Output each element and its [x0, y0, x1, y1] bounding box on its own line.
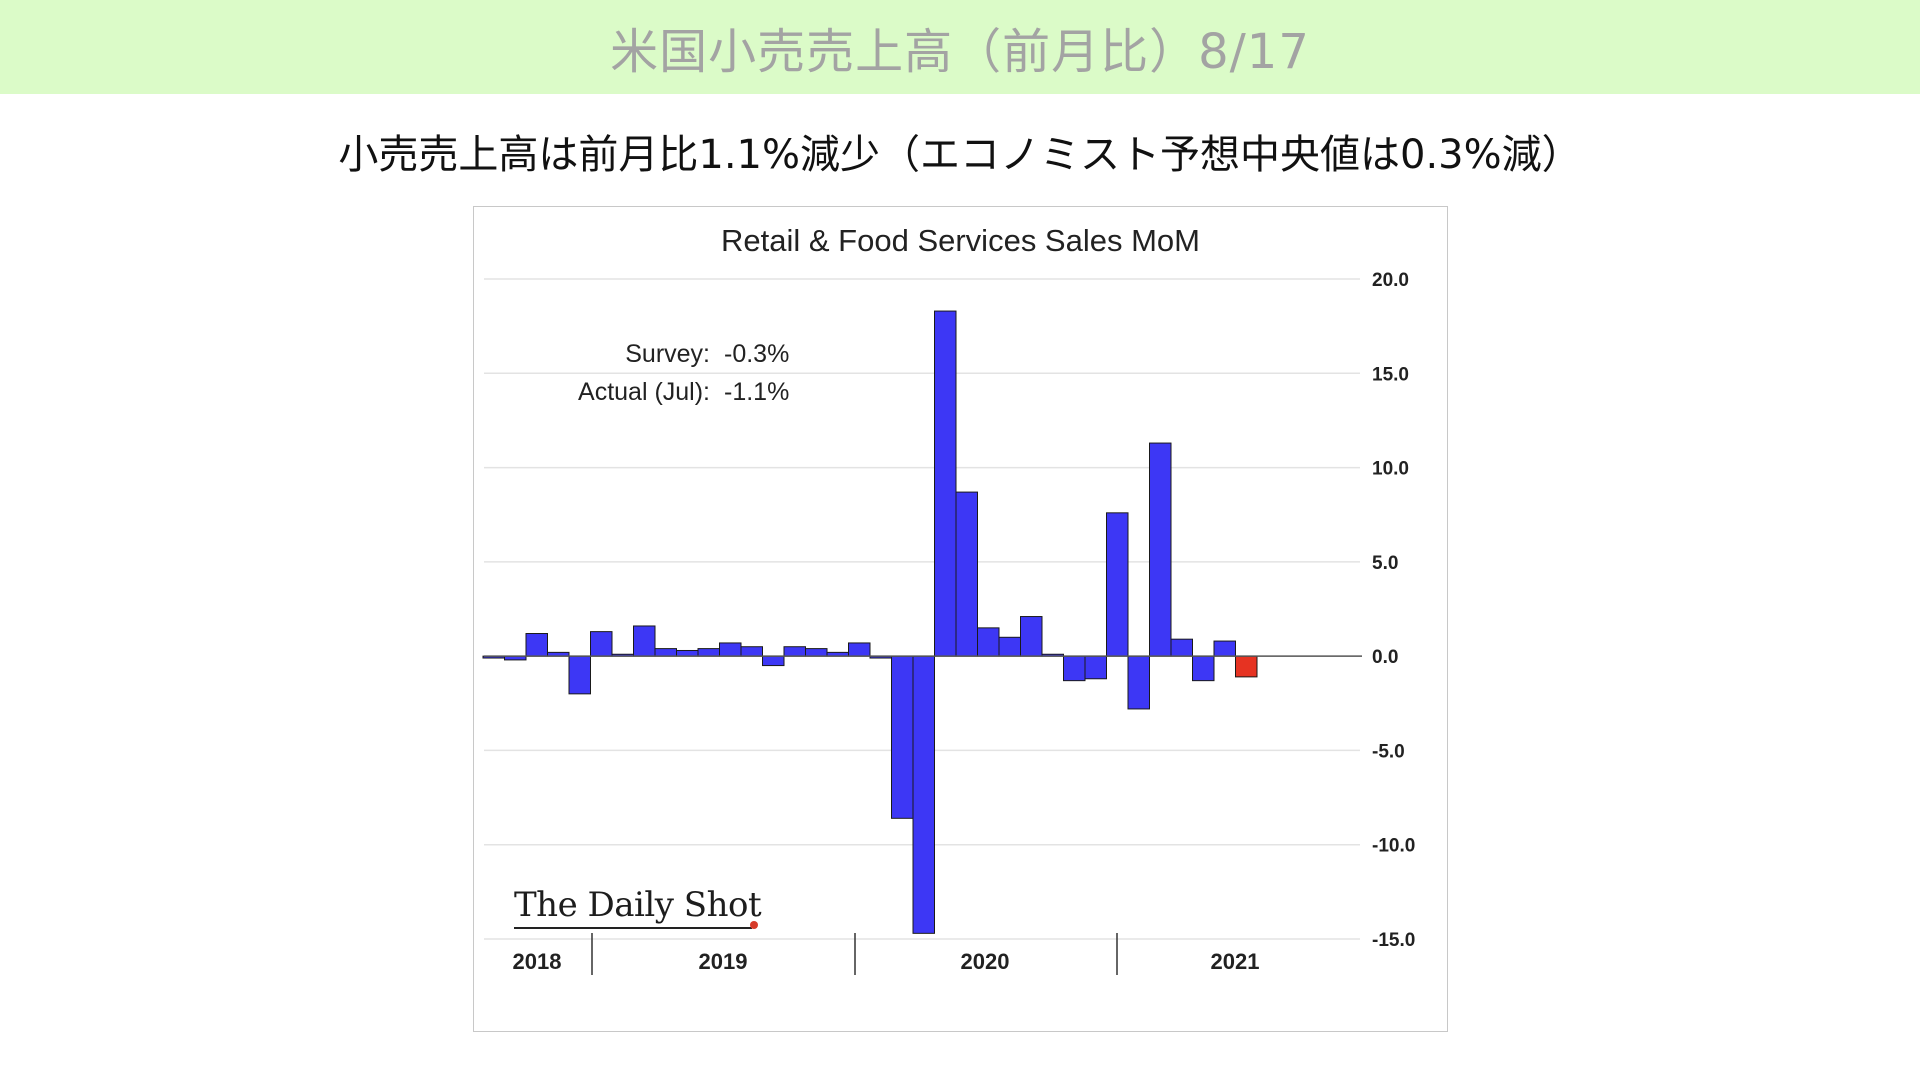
- bar: [1170, 638, 1193, 657]
- bar-chart: 20.0 15.0 10.0 5.0 0.0 -5.0 -10.0 -15.0 2018 2019…: [482, 270, 1415, 975]
- actual-value: -1.1%: [724, 378, 790, 406]
- bar: [1192, 655, 1215, 682]
- survey-annotation: Survey: -0.3% Actual (Jul): -1.1%: [514, 335, 789, 411]
- bar: [719, 642, 742, 657]
- bar: [740, 646, 763, 657]
- y-tick-label: 5.0: [1372, 553, 1398, 574]
- year-label: 2019: [699, 949, 748, 974]
- survey-label: Survey:: [625, 340, 710, 368]
- bar: [762, 655, 785, 667]
- headline: 小売売上高は前月比1.1%減少（エコノミスト予想中央値は0.3%減）: [338, 132, 1582, 178]
- y-tick-label: -10.0: [1372, 836, 1415, 857]
- daily-shot-logo: The Daily Shot: [514, 885, 762, 925]
- bar: [912, 655, 935, 934]
- bar: [1213, 640, 1236, 657]
- bar: [676, 649, 699, 657]
- header-banner: 米国小売売上高（前月比）8/17: [0, 0, 1920, 94]
- bar: [1127, 655, 1150, 710]
- bar: [1020, 616, 1043, 657]
- bar: [590, 631, 613, 657]
- banner-title: 米国小売売上高（前月比）8/17: [610, 24, 1310, 80]
- bar: [805, 648, 828, 657]
- bar: [1063, 655, 1086, 682]
- bar: [891, 655, 914, 819]
- y-tick-label: -15.0: [1372, 930, 1415, 951]
- actual-label: Actual (Jul):: [578, 378, 710, 406]
- bar: [955, 491, 978, 657]
- year-label: 2020: [961, 949, 1010, 974]
- y-tick-label: 10.0: [1372, 459, 1409, 480]
- year-label: 2021: [1211, 949, 1260, 974]
- y-tick-label: -5.0: [1372, 741, 1405, 762]
- bar: [848, 642, 871, 657]
- bar: [934, 310, 957, 657]
- bar-latest: [1235, 655, 1258, 678]
- bar: [654, 648, 677, 657]
- survey-value: -0.3%: [724, 340, 790, 368]
- bar: [525, 633, 548, 657]
- bar: [697, 648, 720, 657]
- bar: [977, 627, 1000, 657]
- bar: [998, 636, 1021, 657]
- y-tick-label: 20.0: [1372, 270, 1409, 291]
- bar: [1106, 512, 1129, 657]
- bar: [1149, 442, 1172, 657]
- logo-dot: [750, 921, 758, 929]
- y-tick-label: 15.0: [1372, 364, 1409, 385]
- year-label: 2018: [513, 949, 562, 974]
- y-tick-label: 0.0: [1372, 647, 1398, 668]
- chart-title: Retail & Food Services Sales MoM: [721, 223, 1200, 258]
- bar: [568, 655, 591, 695]
- bar: [1084, 655, 1107, 680]
- logo-underline: [514, 927, 752, 929]
- bar: [783, 646, 806, 657]
- bar: [633, 625, 656, 657]
- chart-frame: Retail & Food Services Sales MoM 20.0 15.…: [473, 206, 1448, 1032]
